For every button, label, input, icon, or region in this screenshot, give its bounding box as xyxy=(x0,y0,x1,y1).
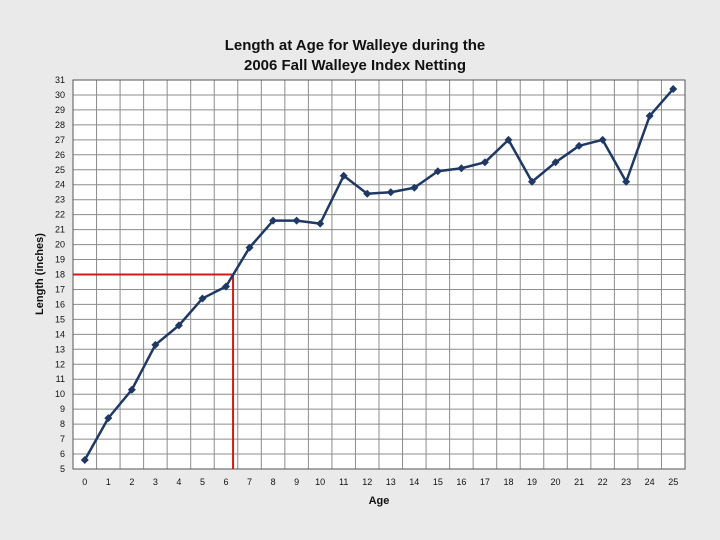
x-tick-label: 2 xyxy=(129,477,134,487)
y-tick-label: 30 xyxy=(55,90,65,100)
y-tick-label: 20 xyxy=(55,240,65,250)
x-tick-label: 24 xyxy=(645,477,655,487)
chart-title-line-1: Length at Age for Walleye during the xyxy=(225,37,486,54)
y-tick-label: 25 xyxy=(55,165,65,175)
y-tick-label: 11 xyxy=(56,374,65,384)
x-tick-label: 12 xyxy=(362,477,372,487)
y-tick-label: 17 xyxy=(55,284,65,294)
y-tick-label: 16 xyxy=(55,299,65,309)
x-tick-label: 10 xyxy=(315,477,325,487)
data-point-marker xyxy=(433,167,442,176)
x-tick-label: 8 xyxy=(271,477,276,487)
x-tick-label: 15 xyxy=(433,477,443,487)
series-line xyxy=(83,88,675,461)
data-point-marker xyxy=(504,135,513,144)
y-tick-label: 27 xyxy=(55,135,65,145)
x-tick-label: 5 xyxy=(200,477,205,487)
y-tick-label: 28 xyxy=(55,120,65,130)
reference-lines xyxy=(73,273,235,469)
y-tick-label: 19 xyxy=(55,255,65,265)
data-point-marker xyxy=(645,111,654,120)
x-tick-label: 19 xyxy=(527,477,537,487)
data-point-marker xyxy=(127,385,136,394)
y-tick-label: 9 xyxy=(60,404,65,414)
x-tick-label: 16 xyxy=(456,477,466,487)
data-point-marker xyxy=(363,189,372,198)
x-axis-label: Age xyxy=(369,495,390,507)
data-point-marker xyxy=(245,243,254,252)
data-point-marker xyxy=(292,216,301,225)
data-point-marker xyxy=(528,177,536,186)
data-point-marker xyxy=(669,84,678,93)
data-point-marker xyxy=(622,177,631,186)
data-point-marker xyxy=(269,216,278,225)
data-point-marker xyxy=(198,294,207,303)
x-tick-label: 17 xyxy=(480,477,490,487)
y-tick-label: 23 xyxy=(55,195,65,205)
x-tick-label: 11 xyxy=(339,477,348,487)
data-point-marker xyxy=(598,135,607,144)
x-tick-label: 20 xyxy=(551,477,561,487)
data-point-marker xyxy=(457,164,466,173)
x-tick-label: 13 xyxy=(386,477,396,487)
chart-title-line-2: 2006 Fall Walleye Index Netting xyxy=(244,57,466,74)
data-point-marker xyxy=(174,321,183,330)
data-point-marker xyxy=(339,171,348,180)
data-point-marker xyxy=(386,188,395,197)
y-tick-label: 8 xyxy=(60,419,65,429)
y-tick-label: 24 xyxy=(55,180,65,190)
x-tick-label: 1 xyxy=(106,477,111,487)
y-axis-label: Length (inches) xyxy=(34,233,46,315)
data-point-marker xyxy=(104,414,113,423)
x-tick-label: 18 xyxy=(503,477,513,487)
x-tick-label: 22 xyxy=(598,477,608,487)
data-point-marker xyxy=(151,340,160,349)
x-tick-label: 0 xyxy=(82,477,87,487)
y-tick-label: 7 xyxy=(60,434,65,444)
x-tick-label: 4 xyxy=(176,477,181,487)
y-tick-label: 12 xyxy=(55,359,65,369)
x-tick-label: 7 xyxy=(247,477,252,487)
y-tick-label: 13 xyxy=(55,344,65,354)
data-point-marker xyxy=(480,158,489,167)
y-tick-label: 21 xyxy=(55,225,65,235)
y-tick-label: 5 xyxy=(60,464,65,474)
y-tick-label: 15 xyxy=(55,314,65,324)
data-series xyxy=(80,84,678,465)
y-tick-label: 6 xyxy=(60,449,65,459)
grid-lines xyxy=(72,79,686,470)
x-tick-label: 25 xyxy=(668,477,678,487)
y-tick-label: 14 xyxy=(55,329,65,339)
data-point-marker xyxy=(222,282,230,291)
y-tick-label: 26 xyxy=(55,150,65,160)
tick-labels: 5678910111213141516171819202122232425262… xyxy=(55,75,678,487)
x-tick-label: 6 xyxy=(223,477,228,487)
x-tick-label: 21 xyxy=(574,477,584,487)
x-tick-label: 23 xyxy=(621,477,631,487)
x-tick-label: 14 xyxy=(409,477,419,487)
y-tick-label: 31 xyxy=(55,75,65,85)
x-tick-label: 9 xyxy=(294,477,299,487)
data-point-marker xyxy=(410,183,419,192)
data-point-marker xyxy=(316,219,325,228)
y-tick-label: 18 xyxy=(55,270,65,280)
data-point-marker xyxy=(575,141,584,150)
y-tick-label: 22 xyxy=(55,210,65,220)
data-point-marker xyxy=(551,158,560,167)
y-tick-label: 10 xyxy=(55,389,65,399)
x-tick-label: 3 xyxy=(153,477,158,487)
data-point-marker xyxy=(80,456,89,465)
y-tick-label: 29 xyxy=(55,105,65,115)
